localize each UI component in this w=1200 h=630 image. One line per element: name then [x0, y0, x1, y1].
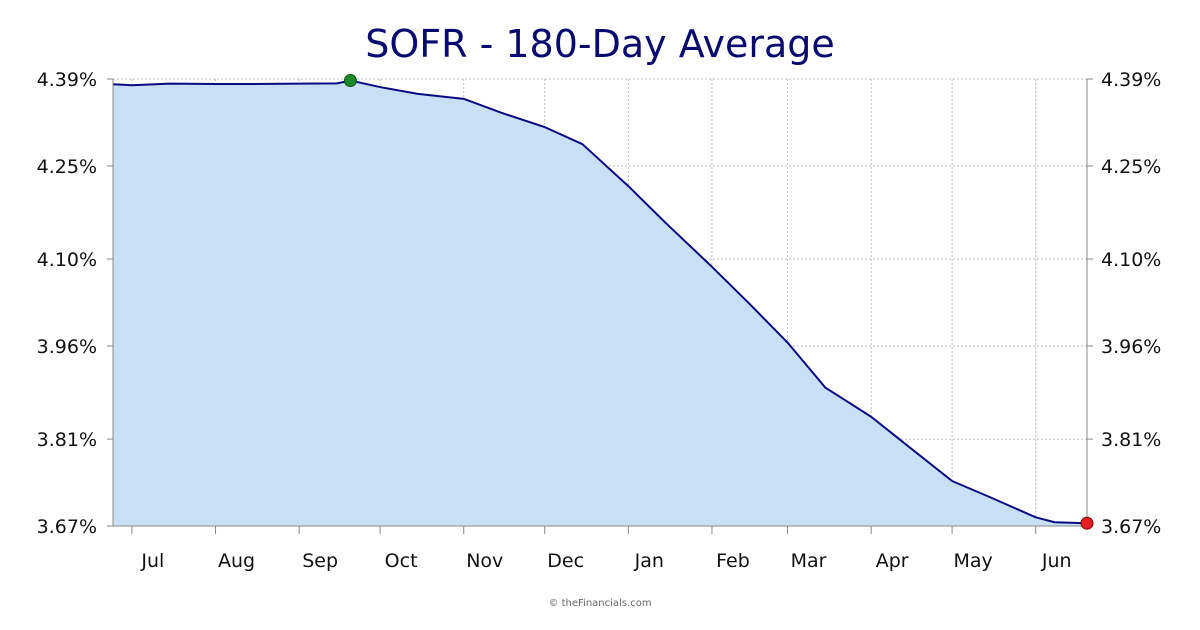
- x-tick-label: Aug: [218, 550, 255, 572]
- y-tick-label-left: 3.81%: [37, 429, 97, 451]
- y-tick-label-right: 3.81%: [1101, 429, 1161, 451]
- y-tick-label-right: 3.67%: [1101, 516, 1161, 538]
- low-point-marker: [1080, 516, 1094, 530]
- y-tick-label-left: 3.67%: [37, 516, 97, 538]
- x-tick-label: Jun: [1041, 550, 1072, 572]
- x-tick-label: Sep: [302, 550, 338, 572]
- x-tick-label: Feb: [716, 550, 750, 572]
- y-tick-label-left: 4.39%: [37, 69, 97, 91]
- y-tick-label-left: 4.25%: [37, 156, 97, 178]
- x-tick-label: Jan: [634, 550, 664, 572]
- y-tick-label-right: 4.39%: [1101, 69, 1161, 91]
- x-tick-label: Dec: [547, 550, 584, 572]
- series-line: [112, 79, 1088, 525]
- y-tick-label-right: 4.10%: [1101, 249, 1161, 271]
- x-tick-label: Oct: [385, 550, 418, 572]
- high-point-marker: [343, 74, 357, 88]
- copyright-text: © theFinancials.com: [548, 598, 652, 609]
- y-tick-label-left: 3.96%: [37, 336, 97, 358]
- x-tick-label: Mar: [791, 550, 827, 572]
- x-tick-label: May: [953, 550, 992, 572]
- y-tick-label-left: 4.10%: [37, 249, 97, 271]
- x-tick-label: Jul: [140, 550, 164, 572]
- x-tick-label: Apr: [876, 550, 909, 572]
- y-tick-label-right: 3.96%: [1101, 336, 1161, 358]
- series-area: [113, 80, 1087, 527]
- y-tick-label-right: 4.25%: [1101, 156, 1161, 178]
- x-tick-label: Nov: [466, 550, 503, 572]
- chart-title: SOFR - 180-Day Average: [365, 22, 835, 66]
